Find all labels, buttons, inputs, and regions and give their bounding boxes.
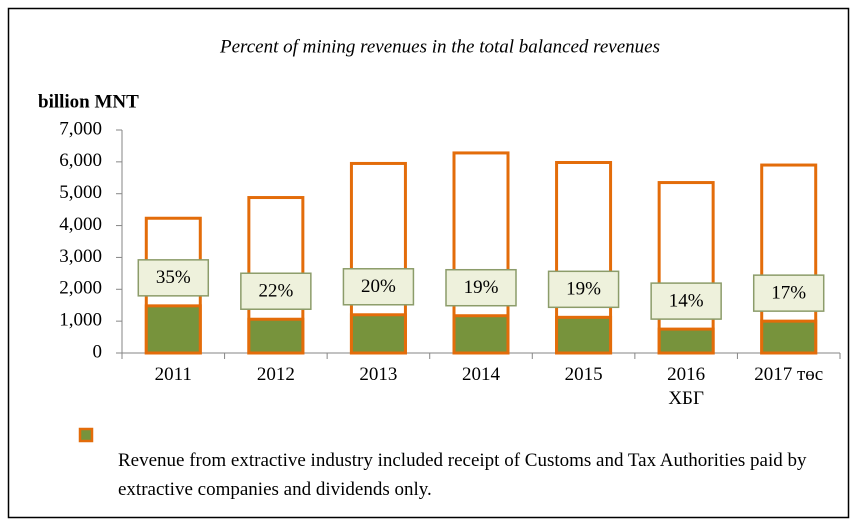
percent-label: 19%	[566, 279, 601, 300]
x-tick-label: 2017 төс	[754, 364, 824, 385]
legend-swatch	[78, 427, 94, 443]
bar	[555, 315, 613, 355]
y-tick-label: 0	[93, 341, 103, 362]
x-tick-label: 2014	[462, 364, 500, 385]
bar	[657, 327, 715, 355]
bar	[247, 317, 305, 355]
y-tick-label: 2,000	[59, 278, 102, 299]
percent-label: 14%	[669, 290, 704, 311]
percent-box	[650, 282, 722, 320]
y-axis-label: billion MNT	[38, 91, 139, 112]
y-tick-label: 1,000	[59, 310, 102, 331]
percent-label: 20%	[361, 276, 396, 297]
x-tick-label: 2016 ХБГ	[667, 364, 706, 409]
y-tick-label: 7,000	[59, 118, 102, 139]
percent-box	[547, 270, 620, 309]
x-tick-label: 2013	[359, 364, 398, 385]
x-tick-label: 2012	[256, 364, 295, 385]
percent-box	[445, 268, 517, 307]
percent-label: 35%	[156, 267, 191, 288]
frame	[7, 7, 850, 519]
percent-label: 22%	[258, 281, 293, 302]
bar	[349, 313, 407, 355]
percent-box	[752, 274, 825, 312]
percent-box	[240, 272, 312, 310]
percent-label: 17%	[771, 283, 806, 304]
y-tick-label: 3,000	[59, 246, 102, 267]
bar	[657, 181, 715, 355]
chart-title: Percent of mining revenues in the total …	[219, 36, 660, 57]
bar	[452, 314, 510, 355]
y-tick-label: 5,000	[59, 182, 102, 203]
y-tick-label: 4,000	[59, 214, 102, 235]
x-tick-label: 2015	[564, 364, 603, 385]
bar	[144, 304, 202, 355]
percent-box	[137, 259, 210, 297]
percent-label: 19%	[464, 277, 499, 298]
legend-label: Revenue from extractive industry include…	[118, 450, 807, 500]
y-tick-label: 6,000	[59, 150, 102, 171]
x-tick-label: 2011	[154, 364, 192, 385]
bar	[760, 319, 818, 355]
percent-box	[342, 268, 415, 306]
